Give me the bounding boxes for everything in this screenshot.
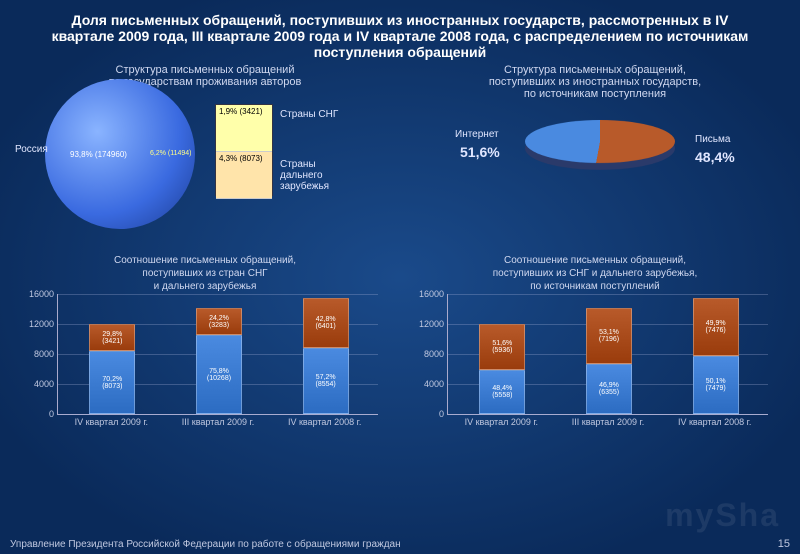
bar-segment: 51,6%(5936) xyxy=(479,324,525,371)
callout-row: 1,9% (3421) xyxy=(216,105,272,152)
bar-segment: 70,2%(8073) xyxy=(89,351,135,414)
bar-label: 24,2%(3283) xyxy=(197,315,241,329)
y-tick: 16000 xyxy=(419,289,448,299)
callout-row: 4,3% (8073) xyxy=(216,152,272,199)
bar-label: 70,2%(8073) xyxy=(90,376,134,390)
bar-label: 48,4%(5558) xyxy=(480,385,524,399)
bar-segment: 42,8%(6401) xyxy=(303,298,349,348)
label-russia: Россия xyxy=(15,144,48,155)
y-tick: 16000 xyxy=(29,289,58,299)
bar-label: 57,2%(8554) xyxy=(304,374,348,388)
bottom-row: Соотношение письменных обращений, поступ… xyxy=(0,254,800,454)
y-tick: 12000 xyxy=(29,319,58,329)
x-tick: IV квартал 2009 г. xyxy=(58,414,165,427)
label-letters: Письма xyxy=(695,134,730,145)
bar-group: 53,1%(7196) 46,9%(6355) xyxy=(586,308,630,414)
y-tick: 0 xyxy=(439,409,448,419)
y-tick: 8000 xyxy=(424,349,448,359)
pie-left-panel: Структура письменных обращений по госуда… xyxy=(15,64,395,244)
footer: Управление Президента Российской Федерац… xyxy=(10,539,401,550)
x-tick: III квартал 2009 г. xyxy=(165,414,272,427)
bar-segment: 57,2%(8554) xyxy=(303,348,349,414)
bar-segment: 46,9%(6355) xyxy=(586,364,632,414)
gridline xyxy=(448,294,768,295)
top-row: Структура письменных обращений по госуда… xyxy=(0,64,800,244)
slide-title: Доля письменных обращений, поступивших и… xyxy=(0,0,800,64)
bar-group: 42,8%(6401) 57,2%(8554) xyxy=(303,298,347,414)
label-far: Страны дальнего зарубежья xyxy=(280,159,329,192)
val-letters: 48,4% xyxy=(695,149,735,165)
chart-left-title: Соотношение письменных обращений, поступ… xyxy=(15,254,395,293)
bar-label: 75,8%(10268) xyxy=(197,368,241,382)
bar-segment: 49,9%(7476) xyxy=(693,298,739,356)
bar-label: 51,6%(5936) xyxy=(480,340,524,354)
label-internet: Интернет xyxy=(455,129,499,140)
bar-segment: 29,8%(3421) xyxy=(89,324,135,352)
bar-label: 50,1%(7479) xyxy=(694,378,738,392)
y-tick: 4000 xyxy=(424,379,448,389)
pie-center-label: 93,8% (174960) xyxy=(70,150,127,159)
watermark: mySha xyxy=(665,497,780,534)
chart-right: Соотношение письменных обращений, поступ… xyxy=(405,254,785,454)
bar-segment: 53,1%(7196) xyxy=(586,308,632,364)
bar-group: 51,6%(5936) 48,4%(5558) xyxy=(479,324,523,414)
y-tick: 8000 xyxy=(34,349,58,359)
val-internet: 51,6% xyxy=(460,144,500,160)
bar-group: 29,8%(3421) 70,2%(8073) xyxy=(89,324,133,414)
bar-label: 29,8%(3421) xyxy=(90,331,134,345)
page-number: 15 xyxy=(778,538,790,550)
chart-right-title: Соотношение письменных обращений, поступ… xyxy=(405,254,785,293)
chart-right-plot: 040008000120001600051,6%(5936)48,4%(5558… xyxy=(447,294,768,415)
bar-label: 42,8%(6401) xyxy=(304,316,348,330)
bar-segment: 75,8%(10268) xyxy=(196,335,242,414)
x-tick: IV квартал 2009 г. xyxy=(448,414,555,427)
pie-wedge-label: 6,2% (11494) xyxy=(150,150,192,157)
bar-group: 49,9%(7476) 50,1%(7479) xyxy=(693,298,737,414)
bar-label: 46,9%(6355) xyxy=(587,382,631,396)
y-tick: 12000 xyxy=(419,319,448,329)
y-tick: 0 xyxy=(49,409,58,419)
label-cis: Страны СНГ xyxy=(280,109,338,120)
chart-left-plot: 040008000120001600029,8%(3421)70,2%(8073… xyxy=(57,294,378,415)
x-tick: IV квартал 2008 г. xyxy=(271,414,378,427)
bar-segment: 50,1%(7479) xyxy=(693,356,739,414)
pie-left-subtitle: Структура письменных обращений по госуда… xyxy=(15,64,395,88)
x-tick: III квартал 2009 г. xyxy=(555,414,662,427)
chart-left: Соотношение письменных обращений, поступ… xyxy=(15,254,395,454)
bar-label: 49,9%(7476) xyxy=(694,320,738,334)
pie-right-chart xyxy=(525,120,675,163)
bar-segment: 48,4%(5558) xyxy=(479,370,525,414)
bar-label: 53,1%(7196) xyxy=(587,329,631,343)
bar-segment: 24,2%(3283) xyxy=(196,308,242,335)
y-tick: 4000 xyxy=(34,379,58,389)
pie-right-subtitle: Структура письменных обращений, поступив… xyxy=(405,64,785,100)
bar-group: 24,2%(3283) 75,8%(10268) xyxy=(196,308,240,414)
pie-left-callout: 1,9% (3421) 4,3% (8073) xyxy=(215,104,273,196)
gridline xyxy=(58,294,378,295)
x-tick: IV квартал 2008 г. xyxy=(661,414,768,427)
pie-right-panel: Структура письменных обращений, поступив… xyxy=(405,64,785,244)
